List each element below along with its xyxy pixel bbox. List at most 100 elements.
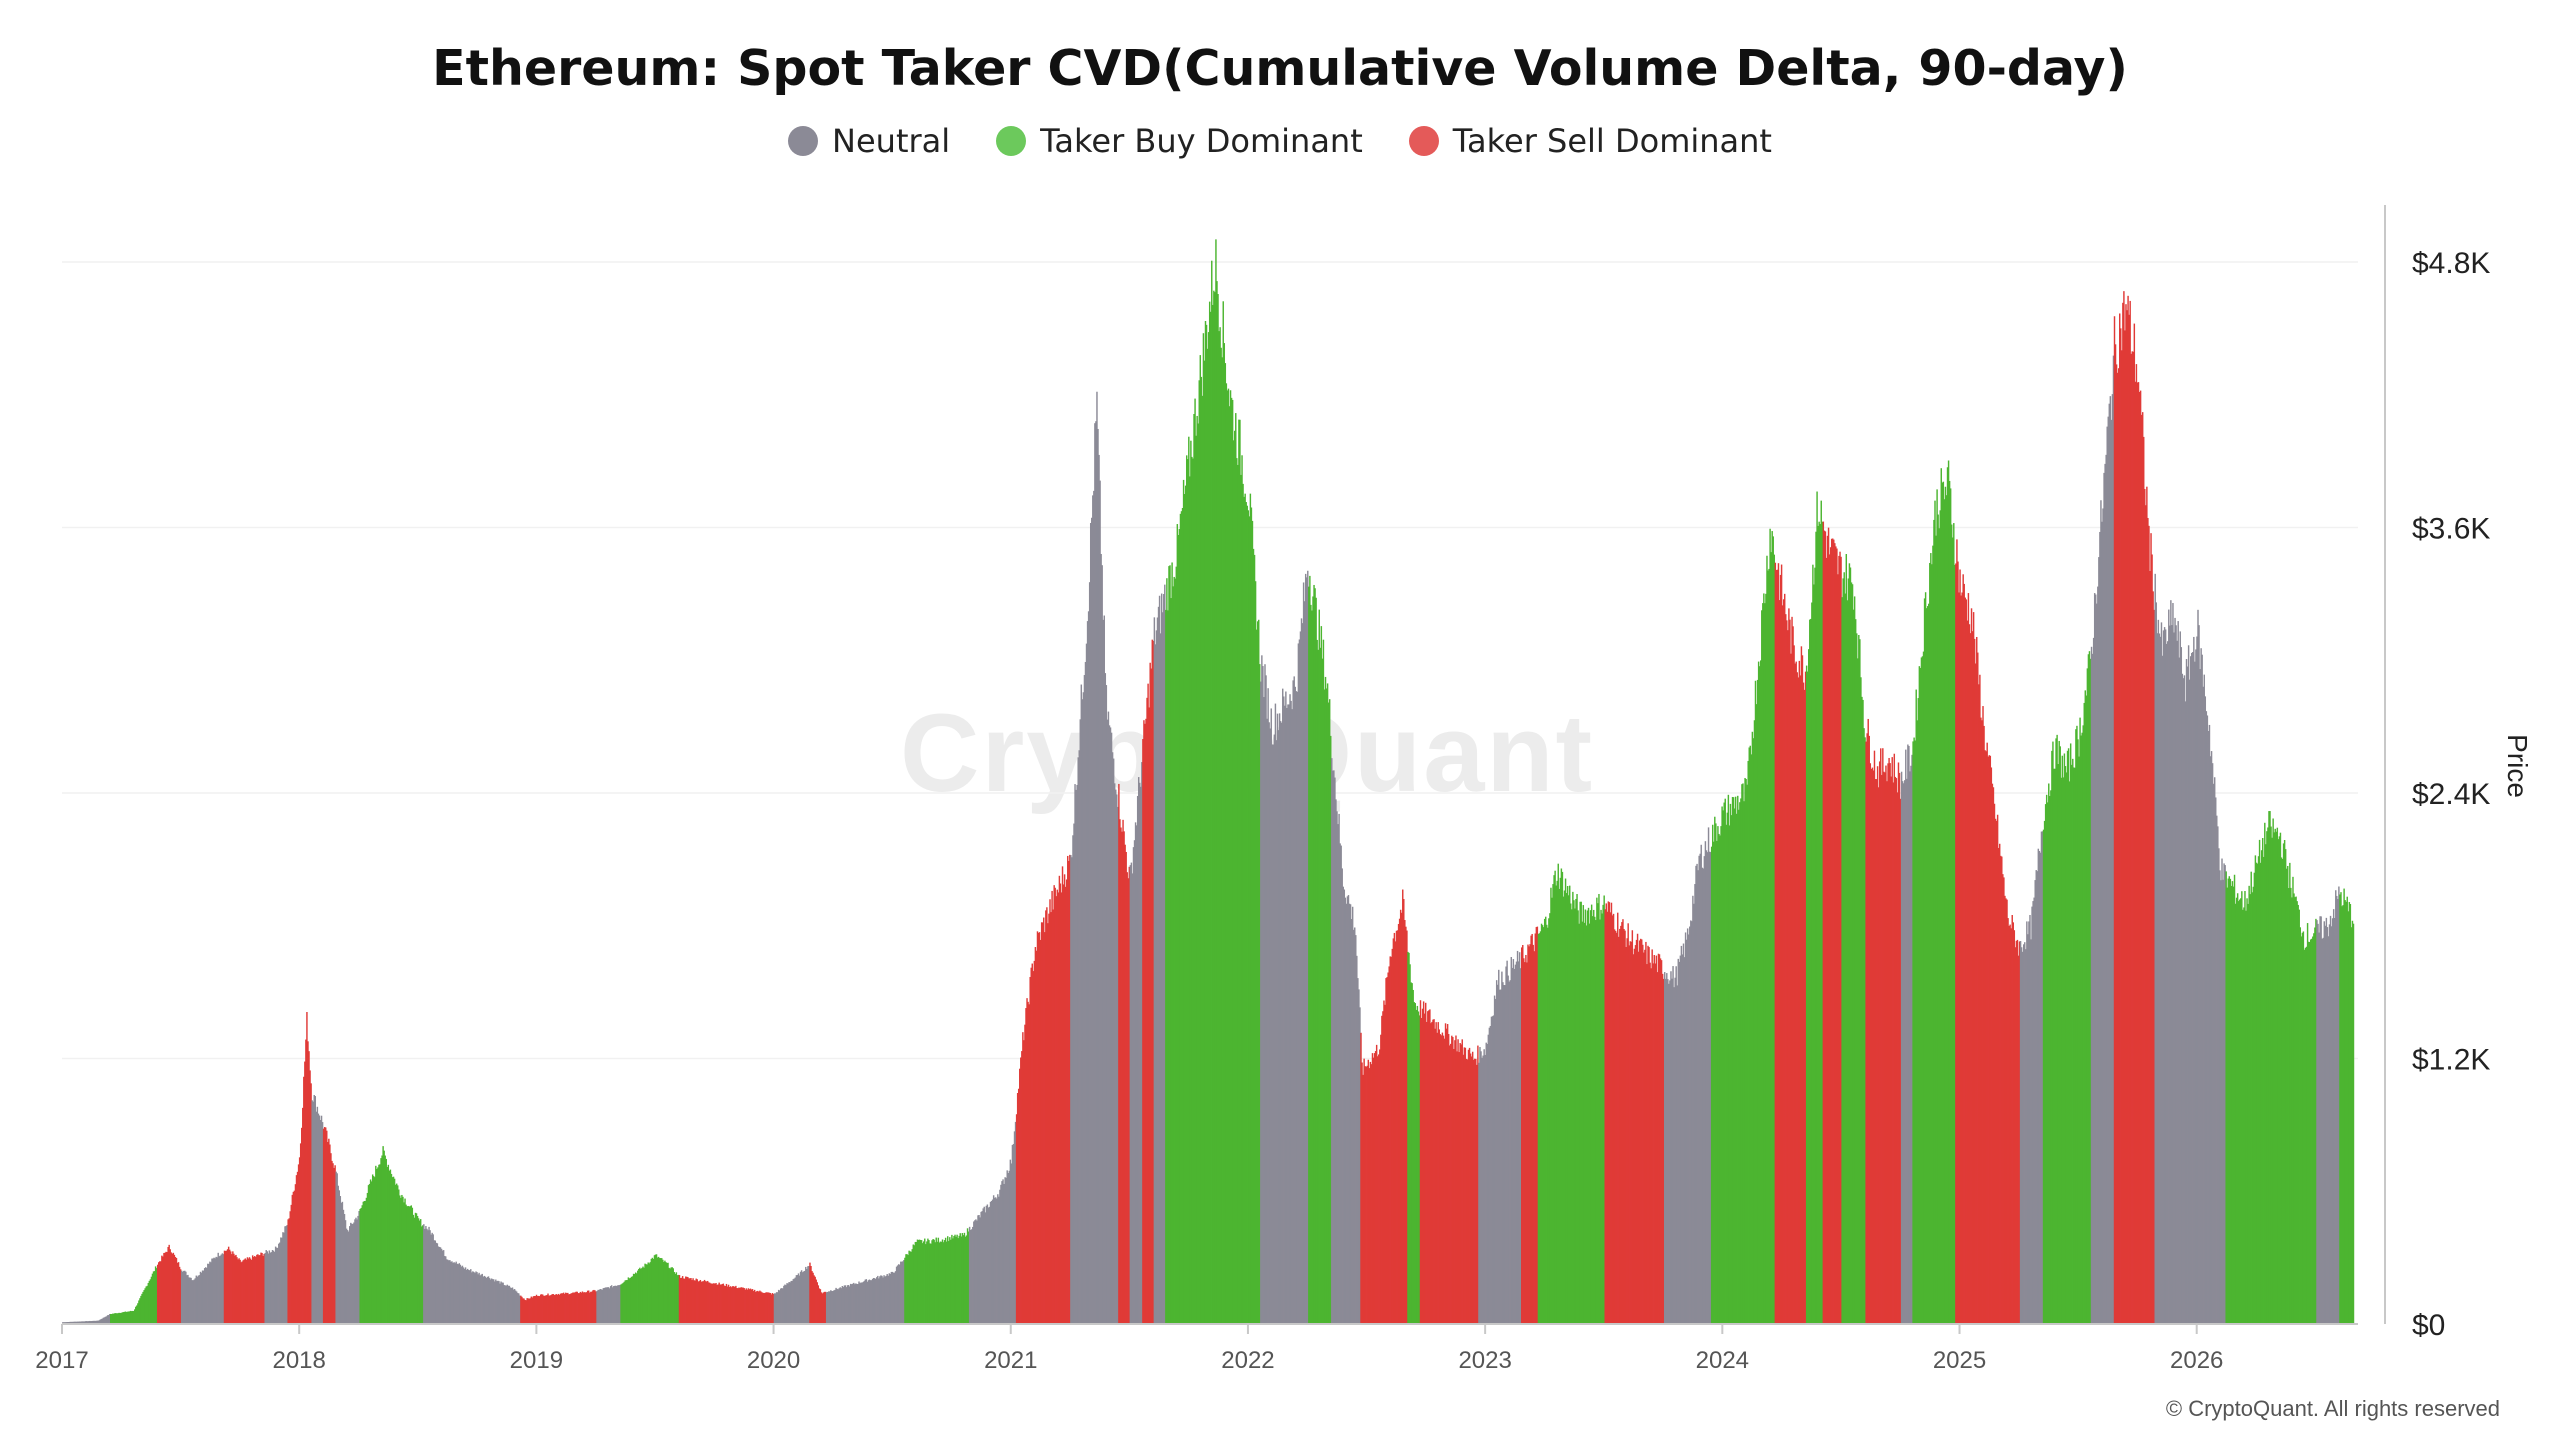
price-bar: [310, 1083, 312, 1324]
price-bar: [2352, 923, 2355, 1324]
price-bar: [275, 1247, 278, 1324]
price-bar: [1579, 901, 1581, 1324]
price-bar: [1314, 588, 1316, 1324]
price-bar: [455, 1261, 457, 1324]
price-bar: [258, 1255, 260, 1324]
price-bar: [2341, 906, 2343, 1324]
price-bar: [1221, 357, 1223, 1324]
price-bar: [1385, 978, 1387, 1324]
price-bar: [178, 1266, 181, 1324]
price-bar: [117, 1313, 119, 1324]
price-bar: [1424, 1002, 1427, 1324]
price-bar: [1890, 776, 1892, 1324]
price-bar: [1286, 707, 1288, 1324]
price-bar: [497, 1280, 499, 1324]
price-bar: [1022, 1032, 1024, 1324]
price-bar: [225, 1250, 228, 1324]
price-bar: [179, 1269, 182, 1324]
price-bar: [705, 1281, 708, 1324]
price-bar: [2151, 554, 2153, 1324]
price-bar: [1733, 808, 1736, 1324]
price-bar: [1957, 561, 1959, 1324]
price-bar: [1920, 657, 1923, 1324]
price-bar: [1204, 321, 1207, 1324]
price-bar: [1247, 510, 1250, 1324]
price-bar: [1457, 1039, 1459, 1324]
price-bar: [1873, 750, 1876, 1324]
price-bar: [270, 1252, 273, 1324]
price-bar: [1471, 1051, 1474, 1324]
price-bar: [619, 1284, 621, 1324]
price-bar: [2229, 878, 2232, 1324]
price-bar: [2239, 899, 2241, 1324]
price-bar: [1967, 593, 1970, 1324]
price-bar: [2009, 924, 2011, 1324]
price-bar: [376, 1168, 378, 1324]
price-bar: [570, 1293, 572, 1324]
price-bar: [655, 1254, 658, 1324]
legend-item-sell[interactable]: Taker Sell Dominant: [1408, 122, 1772, 160]
price-bar: [1701, 867, 1703, 1324]
price-bar: [980, 1211, 982, 1324]
price-bar: [172, 1252, 175, 1324]
price-bar: [2020, 947, 2023, 1324]
price-bar: [2276, 827, 2279, 1324]
price-bar: [1552, 884, 1554, 1324]
price-bar: [1291, 709, 1293, 1324]
price-bar: [1082, 692, 1085, 1324]
price-bar: [912, 1244, 915, 1324]
price-bar: [1302, 582, 1305, 1324]
price-bar: [1784, 593, 1786, 1324]
price-bar: [1111, 752, 1114, 1324]
price-bar: [1125, 851, 1127, 1324]
price-bar: [1699, 853, 1701, 1324]
price-bar: [417, 1218, 420, 1324]
legend-item-buy[interactable]: Taker Buy Dominant: [996, 122, 1363, 160]
price-bar: [1836, 548, 1838, 1324]
price-bar: [949, 1237, 951, 1324]
price-bar: [1963, 583, 1965, 1324]
price-bar: [1470, 1056, 1473, 1324]
price-bar: [2131, 351, 2133, 1324]
price-bar: [2178, 657, 2180, 1324]
price-bar: [111, 1314, 113, 1324]
price-bar: [1256, 621, 1259, 1324]
price-bar: [751, 1289, 754, 1324]
price-bar: [1191, 456, 1193, 1325]
price-bar: [761, 1292, 763, 1324]
price-bar: [1055, 896, 1057, 1324]
price-bar: [1619, 928, 1621, 1324]
price-bar: [534, 1296, 537, 1324]
price-bar: [1023, 1040, 1025, 1324]
price-bar: [1531, 933, 1533, 1324]
price-bar: [529, 1298, 531, 1324]
price-bar: [1423, 1013, 1426, 1324]
price-bar: [314, 1096, 317, 1324]
price-bar: [1627, 923, 1629, 1324]
price-bar: [2293, 893, 2295, 1324]
price-bar: [849, 1283, 852, 1324]
price-bar: [1819, 524, 1821, 1324]
price-bar: [866, 1281, 869, 1324]
price-bar: [1135, 825, 1138, 1324]
legend-item-neutral[interactable]: Neutral: [788, 122, 950, 160]
price-bar: [1548, 918, 1550, 1324]
price-bar: [824, 1291, 827, 1324]
price-bar: [1481, 1057, 1483, 1324]
price-bar: [2243, 907, 2245, 1324]
price-bar: [1026, 998, 1028, 1324]
price-bar: [2170, 600, 2172, 1324]
price-bar: [388, 1170, 391, 1324]
price-bar: [666, 1262, 668, 1324]
price-bar: [1229, 390, 1232, 1324]
price-bar: [800, 1270, 803, 1324]
price-bar: [1742, 783, 1744, 1324]
price-bar: [2314, 927, 2316, 1324]
price-bar: [123, 1311, 126, 1324]
price-bar: [2017, 955, 2020, 1324]
price-bar: [2028, 921, 2030, 1324]
price-bar: [1448, 1045, 1451, 1324]
price-bar: [1745, 778, 1747, 1324]
price-bar: [318, 1115, 321, 1324]
price-bar: [454, 1263, 456, 1324]
